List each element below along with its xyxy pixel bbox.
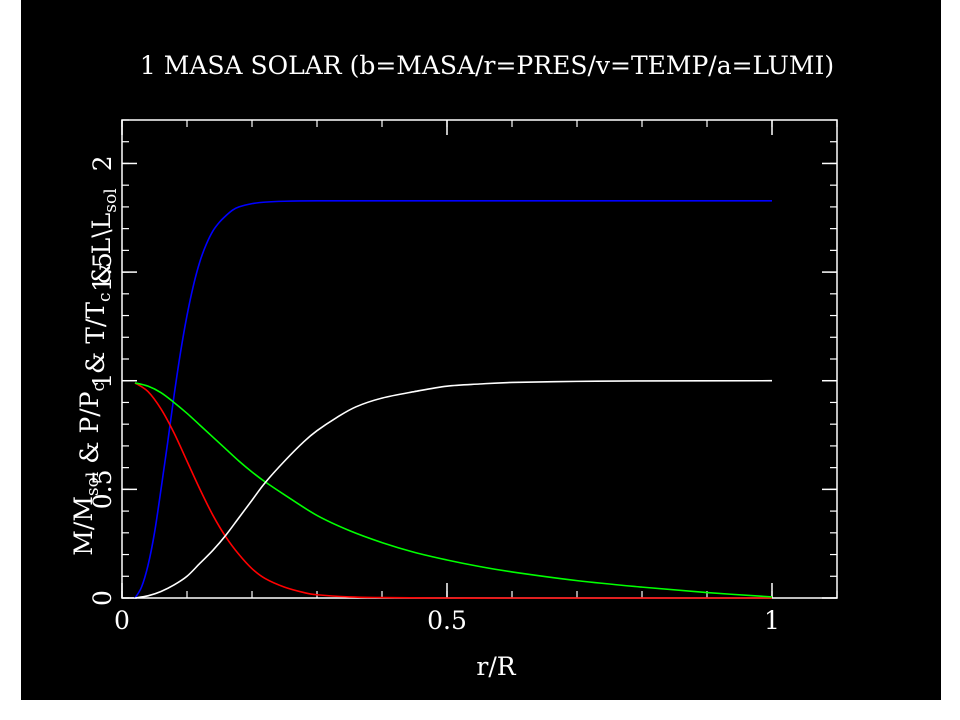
- series-line-3: [134, 382, 773, 598]
- series-group: [134, 199, 773, 599]
- y-label-subscript: sol: [83, 472, 103, 496]
- x-axis-label: r/R: [476, 652, 516, 681]
- x-tick-label: 1: [764, 606, 780, 635]
- y-axis-label: M/Msol & P/Pc & T/Tc & L\Lsol: [69, 188, 121, 555]
- y-label-text: M/M: [69, 496, 98, 556]
- y-label-text: & T/T: [81, 302, 110, 382]
- y-label-subscript: sol: [101, 188, 121, 212]
- y-tick-label: 1.5: [88, 252, 117, 292]
- x-tick-label: 0.5: [427, 606, 467, 635]
- chart-title: 1 MASA SOLAR (b=MASA/r=PRES/v=TEMP/a=LUM…: [140, 51, 834, 80]
- y-label-subscript: c: [95, 292, 115, 302]
- y-tick-label: 0.5: [88, 469, 117, 509]
- series-line-2: [134, 382, 772, 599]
- y-label-subscript: c: [89, 382, 109, 392]
- series-line-1: [134, 199, 772, 599]
- chart-background: [21, 0, 941, 700]
- y-label-text: & L\L: [87, 213, 116, 293]
- y-tick-label: 2: [88, 156, 117, 172]
- y-label-text: & P/P: [75, 391, 104, 471]
- x-tick-label: 0: [114, 606, 130, 635]
- y-tick-label: 1: [88, 373, 117, 389]
- series-line-4: [134, 379, 773, 599]
- plot-canvas: 1 MASA SOLAR (b=MASA/r=PRES/v=TEMP/a=LUM…: [21, 0, 941, 700]
- y-tick-label: 0: [88, 590, 117, 606]
- chart-svg: 1 MASA SOLAR (b=MASA/r=PRES/v=TEMP/a=LUM…: [21, 0, 941, 700]
